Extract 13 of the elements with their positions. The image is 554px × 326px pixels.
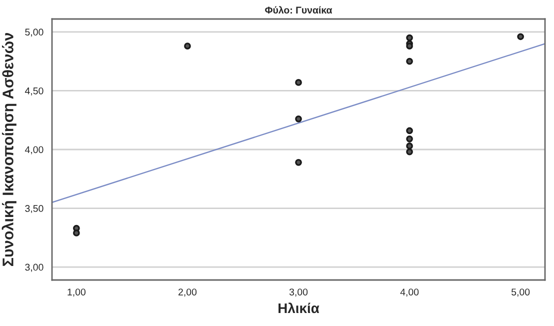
x-axis-title: Ηλικία [278, 302, 320, 314]
y-tick-label: 3,00 [25, 264, 44, 272]
x-tick-label: 4,00 [400, 288, 419, 297]
x-tick-label: 3,00 [289, 288, 308, 297]
y-tick-label: 3,50 [25, 205, 44, 214]
x-tick-label: 1,00 [68, 288, 86, 297]
y-tick-label: 4,00 [24, 146, 44, 154]
y-tick-label: 5,00 [25, 28, 44, 37]
x-tick-label: 2,00 [178, 288, 197, 297]
y-axis-title: Συνολική Ικανοποίηση Ασθενών [2, 33, 16, 266]
chart-title: Φύλο: Γυναίκα [265, 6, 332, 14]
x-tick-label: 5,00 [512, 288, 530, 297]
y-tick-label: 4,50 [24, 87, 44, 96]
